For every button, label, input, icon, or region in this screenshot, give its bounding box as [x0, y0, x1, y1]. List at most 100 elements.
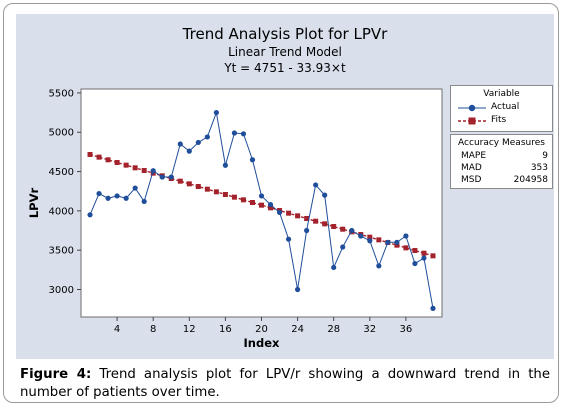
fits-point — [412, 248, 418, 254]
actual-point — [276, 209, 283, 216]
fits-point — [421, 250, 427, 256]
fits-point — [222, 191, 228, 197]
fits-point — [268, 205, 274, 211]
accuracy-value: 9 — [542, 151, 548, 161]
y-tick-label: 3000 — [49, 285, 74, 296]
fits-point — [213, 189, 219, 195]
accuracy-measures-box: Accuracy Measures MAPE 9 MAD 353 MSD 204… — [450, 134, 553, 189]
x-tick-label: 28 — [327, 324, 340, 335]
fits-point — [286, 210, 292, 216]
accuracy-name: MAD — [461, 163, 482, 173]
fits-point — [313, 218, 319, 224]
actual-point — [304, 227, 310, 234]
actual-point — [87, 212, 93, 218]
fits-point — [340, 226, 346, 232]
legend-label-fits: Fits — [491, 115, 507, 125]
accuracy-row-msd: MSD 204958 — [461, 175, 548, 187]
x-tick-label: 12 — [183, 324, 196, 335]
legend: Variable Actual Fits — [450, 85, 553, 132]
chart-subtitle: Linear Trend Model — [228, 45, 342, 59]
actual-point — [204, 134, 210, 140]
legend-label-actual: Actual — [491, 102, 520, 112]
fits-point — [231, 194, 237, 200]
trend-plot: 3000 3500 4000 4500 5000 5500 4 8 12 16 20 24 28 32 36… — [27, 88, 443, 350]
actual-point — [114, 193, 120, 199]
chart-title: Trend Analysis Plot for LPVr — [182, 25, 388, 43]
legend-item-actual: Actual — [457, 102, 552, 114]
accuracy-name: MAPE — [461, 151, 487, 161]
legend-actual-swatch — [458, 104, 486, 112]
fits-point — [249, 200, 255, 206]
fits-point — [186, 181, 192, 187]
x-tick-label: 20 — [255, 324, 268, 335]
y-axis-label: LPVr — [27, 188, 41, 219]
fits-point — [195, 183, 201, 189]
actual-point — [249, 157, 256, 163]
x-tick-label: 24 — [291, 324, 304, 335]
trend-equation: Yt = 4751 - 33.93×t — [224, 61, 346, 75]
actual-point — [168, 174, 174, 180]
actual-point — [159, 174, 165, 180]
actual-point — [340, 244, 346, 250]
actual-point — [96, 190, 102, 197]
actual-point — [349, 227, 355, 234]
actual-point — [295, 286, 301, 293]
fits-point — [96, 154, 102, 160]
actual-point — [412, 260, 418, 267]
fits-point — [114, 159, 120, 165]
actual-point — [123, 195, 129, 201]
accuracy-name: MSD — [461, 175, 482, 185]
x-tick-label: 36 — [400, 324, 413, 335]
fits-point — [177, 178, 183, 184]
actual-point — [150, 168, 156, 174]
fits-point — [295, 213, 301, 219]
actual-point — [195, 139, 201, 146]
actual-point — [141, 198, 147, 205]
legend-fits-swatch — [458, 117, 486, 125]
fits-point — [367, 234, 373, 240]
fits-point — [403, 245, 409, 251]
actual-point — [240, 131, 247, 137]
actual-point — [267, 201, 274, 208]
figure-caption: Figure 4: Trend analysis plot for LPV/r … — [20, 366, 550, 402]
y-tick-label: 4000 — [49, 206, 74, 217]
caption-text: Trend analysis plot for LPV/r showing a … — [20, 367, 551, 400]
accuracy-measures-title: Accuracy Measures — [458, 138, 545, 148]
actual-point — [367, 238, 373, 244]
fits-point — [376, 237, 382, 243]
fits-point — [259, 202, 264, 208]
fits-point — [240, 197, 246, 203]
x-tick-label: 4 — [114, 324, 120, 335]
actual-point — [322, 192, 328, 198]
actual-point — [285, 236, 292, 242]
fits-point — [331, 224, 337, 230]
accuracy-row-mad: MAD 353 — [461, 163, 548, 175]
x-axis-label: Index — [244, 336, 280, 350]
actual-point — [132, 185, 138, 191]
actual-point — [403, 233, 409, 239]
fits-point — [322, 221, 328, 227]
figure-frame: 3000 3500 4000 4500 5000 5500 4 8 12 16 20 24 28 32 36… — [3, 3, 559, 403]
fits-point — [87, 151, 93, 157]
x-tick-label: 32 — [363, 324, 376, 335]
fits-point — [141, 167, 147, 173]
actual-point — [231, 130, 238, 136]
fits-point — [304, 216, 310, 222]
accuracy-value: 204958 — [513, 175, 548, 185]
actual-point — [186, 148, 192, 154]
chart-panel: 3000 3500 4000 4500 5000 5500 4 8 12 16 20 24 28 32 36… — [16, 14, 554, 359]
x-tick-label: 8 — [150, 324, 156, 335]
actual-point — [105, 195, 111, 201]
actual-point — [177, 141, 183, 147]
actual-point — [421, 255, 427, 261]
y-tick-label: 3500 — [49, 246, 74, 257]
accuracy-value: 353 — [530, 163, 548, 173]
actual-point — [394, 239, 400, 245]
actual-point — [213, 109, 219, 116]
actual-point — [430, 305, 436, 311]
actual-point — [222, 162, 228, 168]
actual-point — [331, 264, 337, 271]
fits-point — [123, 162, 129, 168]
y-tick-label: 5500 — [49, 88, 74, 99]
accuracy-row-mape: MAPE 9 — [461, 151, 548, 163]
